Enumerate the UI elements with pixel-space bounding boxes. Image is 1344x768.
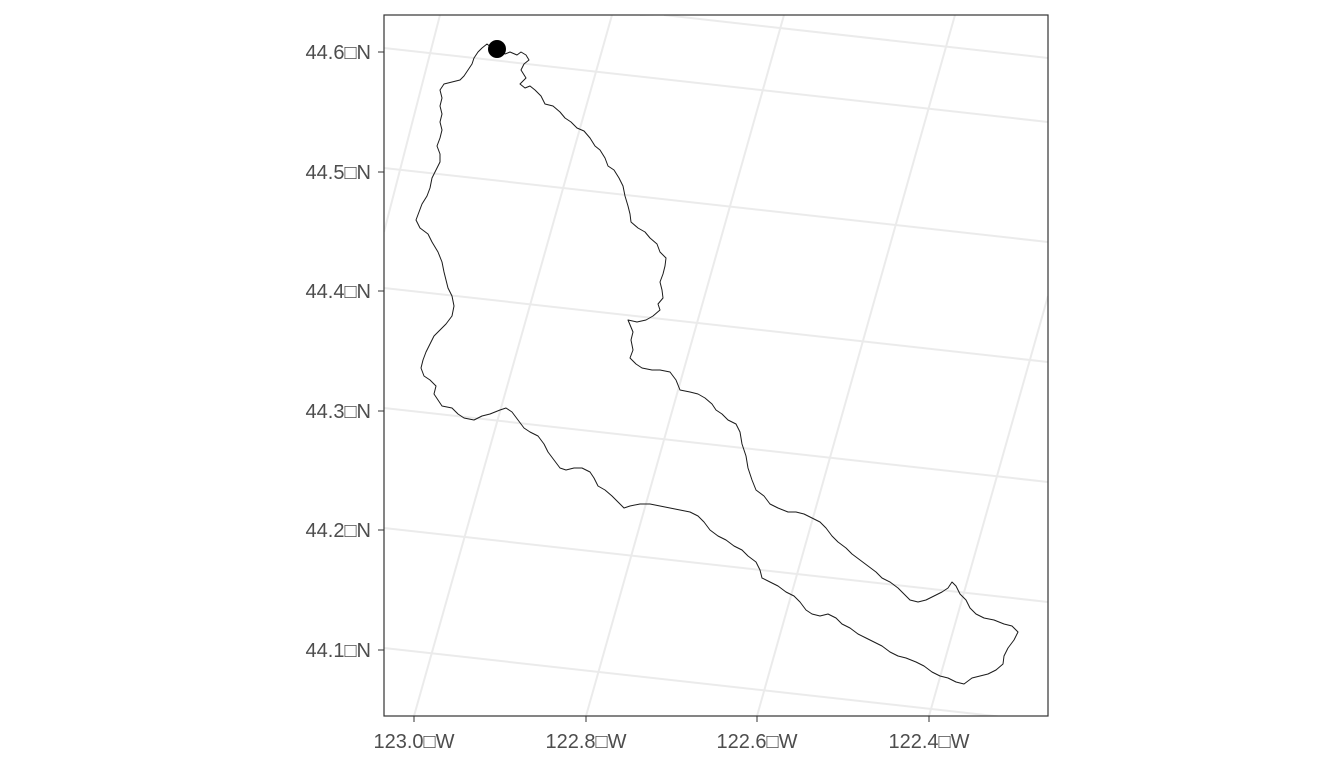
y-axis: 44.6□N 44.5□N 44.4□N 44.3□N 44.2□N 44.1□… xyxy=(306,42,384,662)
gridline-lat-44-1 xyxy=(384,647,1004,716)
graticule xyxy=(384,15,1048,716)
gridline-lat-extra xyxy=(640,15,672,16)
gridline-lon-122-8 xyxy=(585,15,785,716)
gridline-lat-44-5 xyxy=(384,167,1048,243)
x-tick-label: 122.4□W xyxy=(888,731,969,753)
gridline-lat-44-4 xyxy=(384,287,1048,363)
y-tick-label: 44.3□N xyxy=(306,401,371,423)
gridline-lon-123-0 xyxy=(413,15,613,716)
gridline-lat-44-6 xyxy=(384,47,1048,123)
watershed-outline xyxy=(415,43,1019,685)
map-panel xyxy=(384,15,1048,716)
x-tick-label: 123.0□W xyxy=(373,731,454,753)
x-tick-label: 122.6□W xyxy=(716,731,797,753)
x-axis: 123.0□W 122.8□W 122.6□W 122.4□W xyxy=(373,716,970,753)
y-tick-label: 44.2□N xyxy=(306,520,371,542)
gridline-lat-44-3 xyxy=(384,407,1048,483)
gridline-lon-123-2 xyxy=(384,15,441,233)
y-tick-label: 44.4□N xyxy=(306,281,371,303)
panel-border xyxy=(383,14,1049,717)
gridline-lat-44-2 xyxy=(384,527,1048,603)
y-tick-label: 44.5□N xyxy=(306,162,371,184)
x-tick-label: 122.8□W xyxy=(545,731,626,753)
gridline-lon-122-6 xyxy=(756,15,956,716)
gridline-lon-122-4 xyxy=(928,295,1048,716)
gridline-lat-top xyxy=(663,15,1048,59)
outlet-point xyxy=(488,40,506,58)
y-tick-label: 44.1□N xyxy=(306,640,371,662)
y-tick-label: 44.6□N xyxy=(306,42,371,64)
